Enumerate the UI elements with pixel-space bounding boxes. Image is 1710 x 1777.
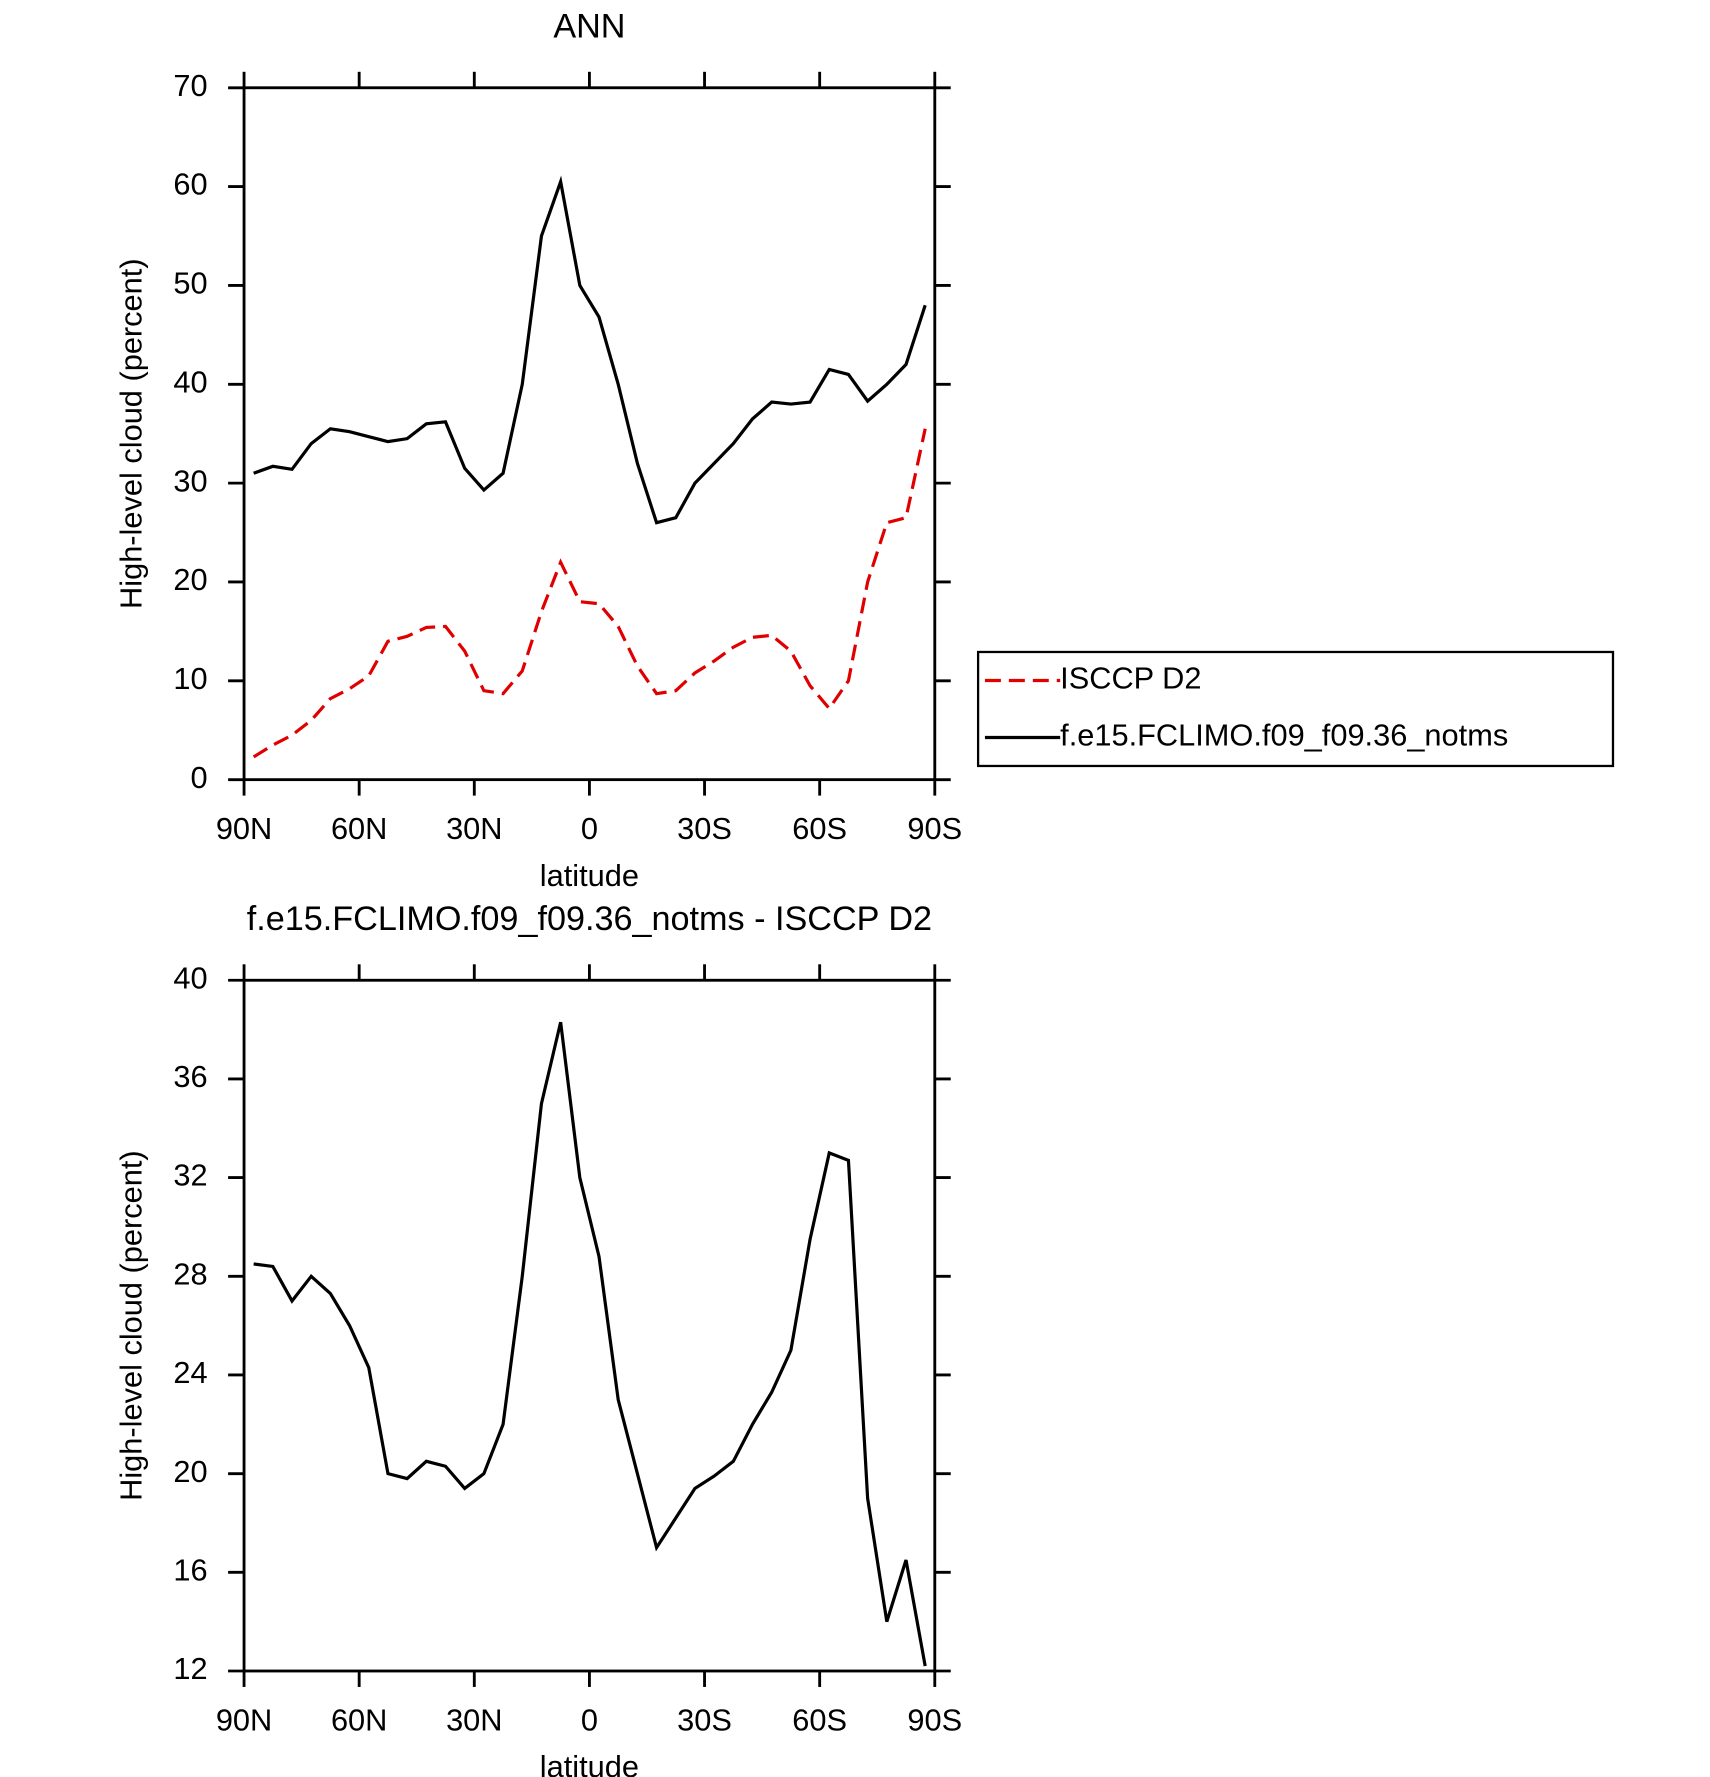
y-tick-label: 12: [173, 1651, 207, 1686]
y-tick-label: 0: [190, 760, 207, 795]
x-tick-label: 90N: [216, 1702, 272, 1737]
x-tick-label: 30S: [677, 811, 732, 846]
chart-title: ANN: [553, 8, 625, 46]
x-tick-label: 90N: [216, 811, 272, 846]
x-tick-label: 30N: [446, 1702, 502, 1737]
plot-frame: [242, 978, 937, 1673]
x-tick-label: 90S: [907, 811, 962, 846]
plot-frame: [242, 86, 937, 782]
x-tick-label: 60S: [792, 811, 847, 846]
x-tick-label: 0: [581, 1702, 598, 1737]
x-tick-label: 30S: [677, 1702, 732, 1737]
y-axis-label: High-level cloud (percent): [114, 258, 149, 609]
x-axis-label: latitude: [540, 1749, 639, 1777]
data-line: [253, 1021, 927, 1667]
y-tick-label: 28: [173, 1256, 207, 1291]
x-tick-label: 90S: [907, 1702, 962, 1737]
data-line: [253, 175, 927, 525]
x-tick-label: 60N: [331, 1702, 387, 1737]
y-tick-label: 30: [173, 463, 207, 498]
y-tick-label: 32: [173, 1158, 207, 1193]
x-tick-label: 60S: [792, 1702, 847, 1737]
x-axis-label: latitude: [540, 858, 639, 893]
y-tick-label: 50: [173, 266, 207, 301]
y-tick-label: 70: [173, 68, 207, 103]
y-axis-label: High-level cloud (percent): [114, 1150, 149, 1501]
y-tick-label: 40: [173, 960, 207, 995]
data-line: [252, 428, 927, 759]
chart-title: f.e15.FCLIMO.f09_f09.36_notms - ISCCP D2: [247, 900, 932, 938]
y-tick-label: 20: [173, 1454, 207, 1489]
x-tick-label: 0: [581, 811, 598, 846]
legend-box: [976, 650, 1615, 768]
legend-label: ISCCP D2: [1060, 661, 1201, 696]
y-tick-label: 40: [173, 364, 207, 399]
y-tick-label: 36: [173, 1059, 207, 1094]
y-tick-label: 16: [173, 1552, 207, 1587]
legend-label: f.e15.FCLIMO.f09_f09.36_notms: [1060, 718, 1508, 753]
x-tick-label: 30N: [446, 811, 502, 846]
y-tick-label: 60: [173, 167, 207, 202]
x-tick-label: 60N: [331, 811, 387, 846]
y-tick-label: 10: [173, 661, 207, 696]
y-tick-label: 20: [173, 562, 207, 597]
y-tick-label: 24: [173, 1355, 207, 1390]
